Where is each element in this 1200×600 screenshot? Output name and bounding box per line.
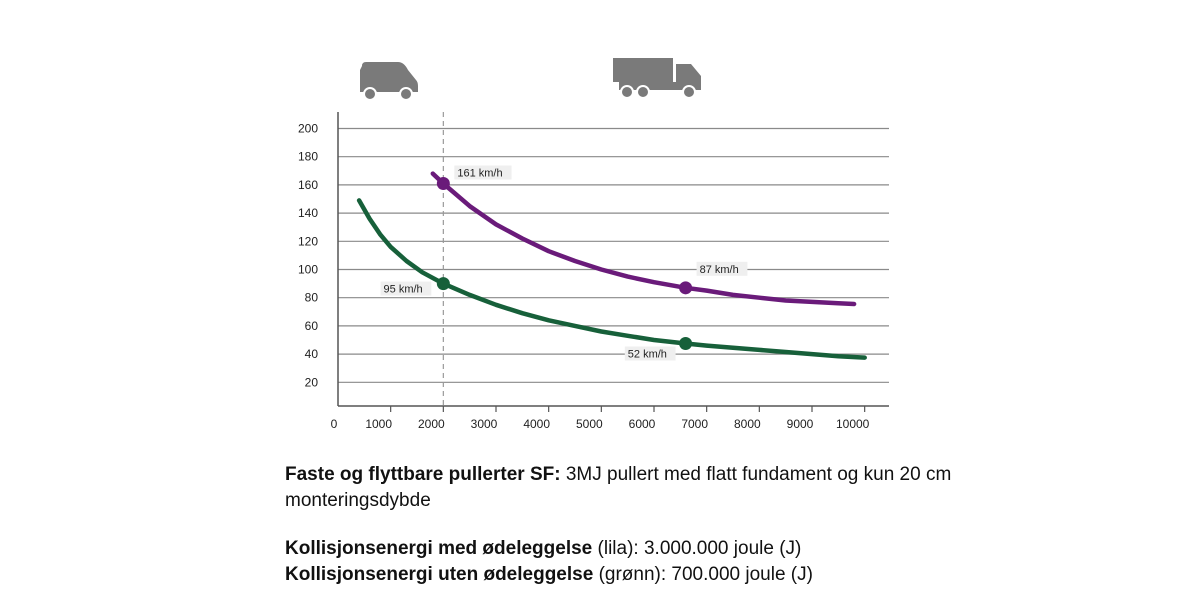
y-tick-label: 160: [298, 178, 318, 192]
point-label-bg: [380, 281, 432, 296]
y-tick-label: 140: [298, 206, 318, 220]
energy-line-destruction: Kollisjonsenergi med ødeleggelse (lila):…: [285, 536, 985, 562]
data-point: [436, 176, 450, 190]
y-tick-label: 100: [298, 263, 318, 277]
energy-line-no-destruction: Kollisjonsenergi uten ødeleggelse (grønn…: [285, 562, 985, 588]
energy-line-no-destruction-bold: Kollisjonsenergi uten ødeleggelse: [285, 564, 594, 585]
caption-heading-bold: Faste og flyttbare pullerter SF:: [285, 464, 561, 485]
caption-heading-rest: 3MJ pullert med flatt fundament og kun 2…: [285, 464, 952, 511]
series-line: [430, 171, 857, 307]
energy-line-no-destruction-rest: (grønn): 700.000 joule (J): [593, 564, 813, 585]
x-tick-label: 5000: [576, 417, 603, 431]
data-point: [679, 281, 693, 295]
caption-heading: Faste og flyttbare pullerter SF: 3MJ pul…: [285, 462, 985, 514]
point-labels: 161 km/h 87 km/h 95 km/h 52 km/h: [380, 165, 748, 361]
point-label-bg: [696, 261, 748, 276]
truck-icon: [613, 58, 701, 99]
y-tick-label: 80: [305, 291, 319, 305]
energy-line-destruction-bold: Kollisjonsenergi med ødeleggelse: [285, 538, 593, 559]
x-tick-label: 7000: [681, 417, 708, 431]
x-tick-label: 1000: [365, 417, 392, 431]
x-tick-label: 4000: [523, 417, 550, 431]
x-tick-label: 8000: [734, 417, 761, 431]
y-tick-label: 60: [305, 319, 319, 333]
y-tick-label: 200: [298, 122, 318, 136]
point-label: 52 km/h: [628, 349, 667, 361]
y-tick-label: 120: [298, 234, 318, 248]
point-label-bg: [624, 346, 676, 361]
point-label: 95 km/h: [384, 284, 423, 296]
point-label: 87 km/h: [700, 264, 739, 276]
x-tick-label: 6000: [629, 417, 656, 431]
x-tick-label: 2000: [418, 417, 445, 431]
grid-lines: [338, 112, 889, 406]
x-tick-label: 9000: [787, 417, 814, 431]
van-icon: [360, 62, 418, 101]
point-label-bg: [454, 165, 512, 180]
y-tick-label: 40: [305, 347, 319, 361]
caption-energy: Kollisjonsenergi med ødeleggelse (lila):…: [285, 536, 985, 588]
energy-line-destruction-rest: (lila): 3.000.000 joule (J): [592, 538, 802, 559]
point-label: 161 km/h: [457, 167, 502, 179]
y-tick-label: 180: [298, 150, 318, 164]
y-tick-label: 20: [305, 375, 319, 389]
data-point: [679, 337, 693, 351]
x-tick-label: 0: [331, 417, 338, 431]
data-point: [436, 277, 450, 291]
x-tick-label: 10000: [836, 417, 870, 431]
series-line: [356, 198, 867, 360]
x-tick-label: 3000: [471, 417, 498, 431]
series: [356, 171, 867, 360]
